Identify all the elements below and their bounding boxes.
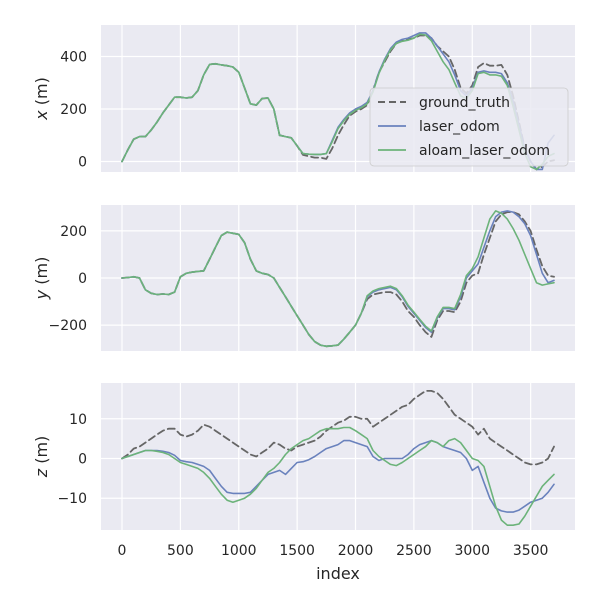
x-axis-label: index (316, 564, 360, 583)
y-tick-label: 10 (69, 412, 87, 428)
panel-3: −10 0 10 z (m) 0 500 1000 1500 2000 2500 3000 3500 i… (32, 383, 575, 583)
series-group (121, 389, 555, 527)
legend-label-aloam-laser-odom: aloam_laser_odom (419, 143, 550, 159)
series-ground-truth (121, 34, 555, 171)
y-tick-label: 0 (78, 271, 87, 287)
y-axis-label: x (m) (32, 77, 51, 121)
series-aloam-laser-odom (121, 33, 555, 171)
x-tick-label: 2000 (338, 543, 374, 559)
x-tick-label: 3000 (454, 543, 490, 559)
panels: 0 200 400 x (m) −200 0 200 y (m) −10 0 10 z (m) 0 500… (32, 25, 575, 583)
series-group (121, 32, 555, 171)
legend-box (369, 87, 569, 167)
x-tick-label: 1000 (221, 543, 257, 559)
series-group (121, 210, 555, 348)
series-ground-truth (121, 389, 555, 466)
y-tick-label: −10 (57, 491, 87, 507)
x-tick-label: 3500 (513, 543, 549, 559)
x-tick-label: 1500 (279, 543, 315, 559)
series-aloam-laser-odom (121, 210, 555, 348)
y-tick-label: 200 (60, 224, 87, 240)
series-laser-odom (121, 439, 555, 513)
y-tick-label: −200 (49, 318, 87, 334)
y-tick-label: 400 (60, 50, 87, 66)
legend-label-ground-truth: ground_truth (419, 95, 510, 111)
x-tick-label: 0 (118, 543, 127, 559)
x-tick-label: 2500 (396, 543, 432, 559)
y-tick-label: 0 (78, 451, 87, 467)
y-tick-label: 200 (60, 102, 87, 118)
y-axis-label: y (m) (32, 257, 51, 301)
legend-label-laser-odom: laser_odom (419, 119, 500, 135)
y-axis-label: z (m) (32, 436, 51, 479)
y-tick-label: 0 (78, 155, 87, 171)
x-tick-label: 500 (167, 543, 194, 559)
panel-2: −200 0 200 y (m) (32, 205, 575, 351)
series-aloam-laser-odom (121, 426, 555, 527)
legend: ground_truth laser_odom aloam_laser_odom (369, 87, 569, 167)
